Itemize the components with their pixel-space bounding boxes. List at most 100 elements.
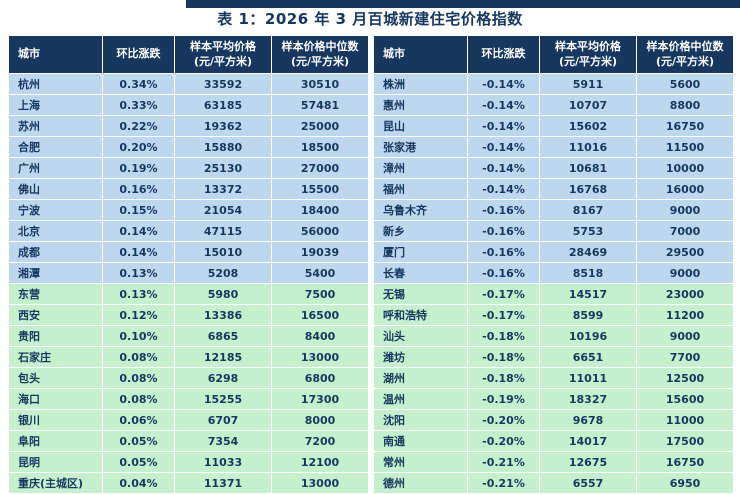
change-cell: 0.06%	[102, 409, 175, 431]
change-cell: 0.10%	[102, 325, 175, 347]
city-cell: 南通	[373, 430, 468, 452]
median-price-cell: 11500	[636, 136, 734, 158]
median-price-cell: 12500	[636, 367, 734, 389]
median-price-cell: 6800	[271, 367, 369, 389]
change-cell: -0.20%	[467, 409, 540, 431]
avg-price-cell: 5208	[174, 262, 272, 284]
median-price-cell: 13000	[271, 346, 369, 368]
table-row: 温州 -0.19% 18327 15600	[373, 388, 734, 410]
change-cell: -0.14%	[467, 157, 540, 179]
column-header-avg-price: 样本平均价格 (元/平方米)	[174, 35, 272, 74]
avg-price-cell: 63185	[174, 94, 272, 116]
change-cell: -0.17%	[467, 304, 540, 326]
city-cell: 汕头	[373, 325, 468, 347]
city-cell: 北京	[8, 220, 103, 242]
change-cell: -0.14%	[467, 73, 540, 95]
median-price-cell: 13000	[271, 472, 369, 494]
avg-price-cell: 8518	[539, 262, 637, 284]
table-row: 广州 0.19% 25130 27000	[8, 157, 369, 179]
table-row: 汕头 -0.18% 10196 9000	[373, 325, 734, 347]
table-row: 阜阳 0.05% 7354 7200	[8, 430, 369, 452]
page-title: 表 1：2026 年 3 月百城新建住宅价格指数	[217, 10, 523, 28]
avg-price-cell: 19362	[174, 115, 272, 137]
change-cell: 0.16%	[102, 178, 175, 200]
table-row: 乌鲁木齐 -0.16% 8167 9000	[373, 199, 734, 221]
table-row: 海口 0.08% 15255 17300	[8, 388, 369, 410]
median-price-cell: 7000	[636, 220, 734, 242]
change-cell: 0.13%	[102, 262, 175, 284]
median-price-cell: 17300	[271, 388, 369, 410]
avg-price-cell: 6865	[174, 325, 272, 347]
column-header-avg-price: 样本平均价格 (元/平方米)	[539, 35, 637, 74]
median-price-cell: 8400	[271, 325, 369, 347]
column-header-median-price: 样本价格中位数 (元/平方米)	[636, 35, 734, 74]
median-price-cell: 9000	[636, 262, 734, 284]
avg-price-cell: 5980	[174, 283, 272, 305]
city-cell: 海口	[8, 388, 103, 410]
median-price-cell: 16000	[636, 178, 734, 200]
avg-price-cell: 5753	[539, 220, 637, 242]
avg-price-cell: 15602	[539, 115, 637, 137]
avg-price-cell: 8167	[539, 199, 637, 221]
city-cell: 杭州	[8, 73, 103, 95]
column-header-avg-price-line2: (元/平方米)	[558, 54, 618, 68]
city-cell: 惠州	[373, 94, 468, 116]
median-price-cell: 9000	[636, 325, 734, 347]
city-cell: 贵阳	[8, 325, 103, 347]
table-body-left: 杭州 0.34% 33592 30510 上海 0.33% 63185 57481 苏州 0.22…	[8, 73, 369, 494]
median-price-cell: 16750	[636, 115, 734, 137]
table-row: 株洲 -0.14% 5911 5600	[373, 73, 734, 95]
table-row: 杭州 0.34% 33592 30510	[8, 73, 369, 95]
avg-price-cell: 11371	[174, 472, 272, 494]
avg-price-cell: 21054	[174, 199, 272, 221]
avg-price-cell: 11016	[539, 136, 637, 158]
table-row: 包头 0.08% 6298 6800	[8, 367, 369, 389]
table-row: 苏州 0.22% 19362 25000	[8, 115, 369, 137]
change-cell: 0.19%	[102, 157, 175, 179]
avg-price-cell: 5911	[539, 73, 637, 95]
avg-price-cell: 7354	[174, 430, 272, 452]
median-price-cell: 57481	[271, 94, 369, 116]
median-price-cell: 5400	[271, 262, 369, 284]
avg-price-cell: 12675	[539, 451, 637, 473]
city-cell: 新乡	[373, 220, 468, 242]
avg-price-cell: 10681	[539, 157, 637, 179]
tables-container: 城市 环比涨跌 样本平均价格 (元/平方米) 样本价格中位数 (元/平方米) 杭…	[0, 35, 740, 494]
price-table-right: 城市 环比涨跌 样本平均价格 (元/平方米) 样本价格中位数 (元/平方米) 株…	[373, 35, 734, 494]
table-row: 银川 0.06% 6707 8000	[8, 409, 369, 431]
avg-price-cell: 13386	[174, 304, 272, 326]
change-cell: 0.08%	[102, 388, 175, 410]
city-cell: 湘潭	[8, 262, 103, 284]
city-cell: 无锡	[373, 283, 468, 305]
change-cell: -0.14%	[467, 115, 540, 137]
city-cell: 包头	[8, 367, 103, 389]
city-cell: 合肥	[8, 136, 103, 158]
change-cell: 0.15%	[102, 199, 175, 221]
median-price-cell: 10000	[636, 157, 734, 179]
avg-price-cell: 10707	[539, 94, 637, 116]
table-row: 成都 0.14% 15010 19039	[8, 241, 369, 263]
median-price-cell: 29500	[636, 241, 734, 263]
table-row: 合肥 0.20% 15880 18500	[8, 136, 369, 158]
change-cell: -0.21%	[467, 451, 540, 473]
change-cell: -0.19%	[467, 388, 540, 410]
change-cell: -0.21%	[467, 472, 540, 494]
table-row: 宁波 0.15% 21054 18400	[8, 199, 369, 221]
table-row: 无锡 -0.17% 14517 23000	[373, 283, 734, 305]
city-cell: 昆明	[8, 451, 103, 473]
city-cell: 昆山	[373, 115, 468, 137]
median-price-cell: 12100	[271, 451, 369, 473]
change-cell: 0.05%	[102, 451, 175, 473]
city-cell: 成都	[8, 241, 103, 263]
column-header-median-price: 样本价格中位数 (元/平方米)	[271, 35, 369, 74]
change-cell: -0.16%	[467, 241, 540, 263]
avg-price-cell: 28469	[539, 241, 637, 263]
column-header-avg-price-line1: 样本平均价格	[555, 40, 621, 54]
change-cell: 0.34%	[102, 73, 175, 95]
median-price-cell: 18500	[271, 136, 369, 158]
avg-price-cell: 47115	[174, 220, 272, 242]
avg-price-cell: 11033	[174, 451, 272, 473]
city-cell: 佛山	[8, 178, 103, 200]
city-cell: 广州	[8, 157, 103, 179]
median-price-cell: 11000	[636, 409, 734, 431]
